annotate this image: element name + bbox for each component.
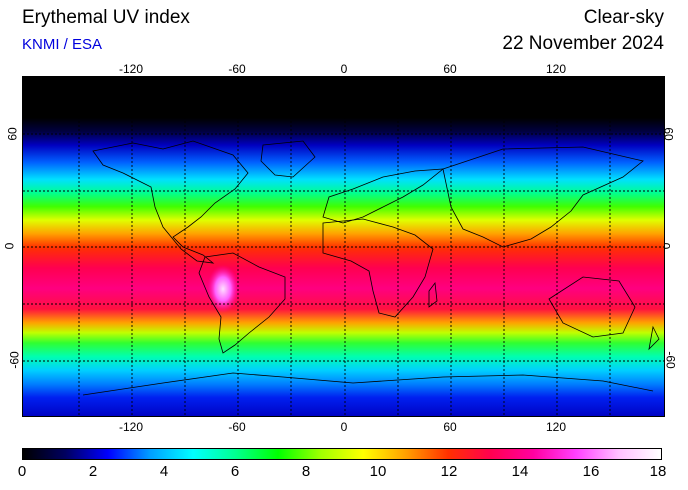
- uv-map-svg: [23, 77, 664, 416]
- lon-tick-top: 120: [545, 62, 567, 76]
- date-label: 22 November 2024: [502, 33, 664, 54]
- lon-tick-top: 60: [443, 62, 457, 76]
- colorbar-tick: 10: [369, 463, 387, 480]
- coast-antarctica: [82, 372, 654, 396]
- coastlines: [82, 140, 660, 396]
- colorbar-tick: 6: [230, 463, 240, 480]
- colorbar-tick: 12: [440, 463, 458, 480]
- lon-tick-bottom: -60: [228, 420, 246, 434]
- lat-tick-left: -60: [7, 351, 22, 369]
- lat-tick-left: 60: [5, 127, 20, 141]
- colorbar-tick: 18: [649, 463, 667, 480]
- chart-title: Erythemal UV index: [22, 7, 190, 28]
- lon-tick-bottom: 120: [545, 420, 567, 434]
- lon-tick-top: 0: [340, 62, 348, 76]
- lon-tick-bottom: 60: [443, 420, 457, 434]
- lon-tick-bottom: 0: [340, 420, 348, 434]
- uv-hotspot-andes: [207, 265, 239, 313]
- coast-australia: [548, 276, 636, 338]
- coast-north-america: [92, 140, 249, 264]
- coast-madagascar: [428, 281, 438, 308]
- colorbar-tick: 14: [511, 463, 529, 480]
- lon-tick-top: -60: [228, 62, 246, 76]
- lon-tick-top: -120: [118, 62, 144, 76]
- colorbar-tick: 0: [17, 463, 27, 480]
- colorbar-tick: 4: [159, 463, 169, 480]
- graticule: [23, 77, 664, 416]
- data-credit: KNMI / ESA: [22, 36, 103, 53]
- lon-tick-bottom: -120: [118, 420, 144, 434]
- lat-tick-right: -60: [663, 351, 678, 369]
- colorbar: [22, 448, 662, 460]
- coast-europe: [322, 168, 445, 224]
- colorbar-tick: 16: [582, 463, 600, 480]
- lat-tick-left: 0: [2, 242, 17, 250]
- coast-new-zealand: [648, 325, 660, 351]
- sky-mode-label: Clear-sky: [583, 7, 664, 28]
- uv-index-map: [22, 76, 665, 417]
- coast-asia: [442, 146, 644, 248]
- colorbar-tick: 8: [301, 463, 311, 480]
- coast-greenland: [260, 140, 316, 178]
- colorbar-tick: 2: [88, 463, 98, 480]
- coast-south-america: [198, 252, 286, 354]
- coast-africa: [322, 218, 434, 318]
